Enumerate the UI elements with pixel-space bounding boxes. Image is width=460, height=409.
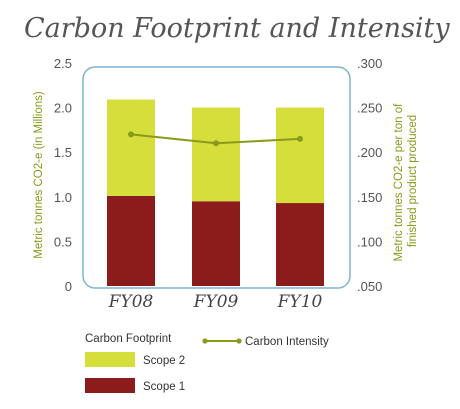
legend-intensity-dot	[236, 338, 242, 344]
y-tick-label: 1.5	[54, 145, 72, 160]
category-label-fy08: FY08	[108, 292, 154, 312]
y-tick-label: 0	[65, 279, 72, 294]
y2-tick-label: .100	[357, 234, 382, 249]
legend: Carbon Footprint Carbon Intensity Scope …	[85, 333, 329, 393]
legend-swatch-scope-1	[85, 378, 135, 393]
bars-layer	[107, 99, 324, 286]
legend-intensity-dot	[202, 338, 208, 344]
y-tick-label: 2.5	[54, 56, 72, 71]
intensity-point-fy09	[213, 140, 219, 147]
bar-scope-2-fy09	[192, 107, 240, 202]
category-label-fy10: FY10	[277, 292, 323, 312]
left-axis-ticks: 0 0.5 1.0 1.5 2.0 2.5	[54, 56, 72, 294]
y2-tick-label: .250	[357, 101, 382, 116]
y2-tick-label: .200	[357, 145, 382, 160]
chart-title: Carbon Footprint and Intensity	[24, 13, 450, 44]
y-axis-label: Metric tonnes CO2-e (in Millions)	[33, 91, 45, 259]
bar-scope-1-fy08	[107, 195, 155, 286]
plot-frame	[82, 66, 351, 289]
category-label-fy09: FY09	[193, 292, 239, 312]
legend-swatch-scope-2	[85, 352, 135, 367]
y2-axis-label: Metric tonnes CO2-e per ton of finished …	[393, 100, 419, 261]
legend-label-scope-1: Scope 1	[143, 381, 185, 393]
y-tick-label: 0.5	[54, 234, 72, 249]
category-labels: FY08 FY09 FY10	[108, 292, 323, 312]
y-tick-label: 2.0	[54, 101, 72, 116]
y2-axis-label-line-1: Metric tonnes CO2-e per ton of	[393, 103, 405, 262]
bar-scope-2-fy10	[276, 107, 324, 204]
legend-heading: Carbon Footprint	[85, 333, 172, 345]
right-axis-ticks: .050 .100 .150 .200 .250 .300	[357, 56, 382, 294]
bar-scope-1-fy10	[276, 203, 324, 286]
legend-intensity-label: Carbon Intensity	[245, 336, 329, 348]
y2-axis-label-line-2: finished product produced	[407, 115, 419, 247]
intensity-point-fy10	[297, 135, 303, 142]
y2-tick-label: .300	[357, 56, 382, 71]
legend-label-scope-2: Scope 2	[143, 355, 185, 367]
intensity-point-fy08	[128, 131, 134, 138]
y2-tick-label: .050	[357, 279, 382, 294]
intensity-line-layer	[128, 131, 303, 147]
y2-tick-label: .150	[357, 190, 382, 205]
bar-scope-1-fy09	[192, 201, 240, 286]
y-tick-label: 1.0	[54, 190, 72, 205]
bar-scope-2-fy08	[107, 99, 155, 196]
